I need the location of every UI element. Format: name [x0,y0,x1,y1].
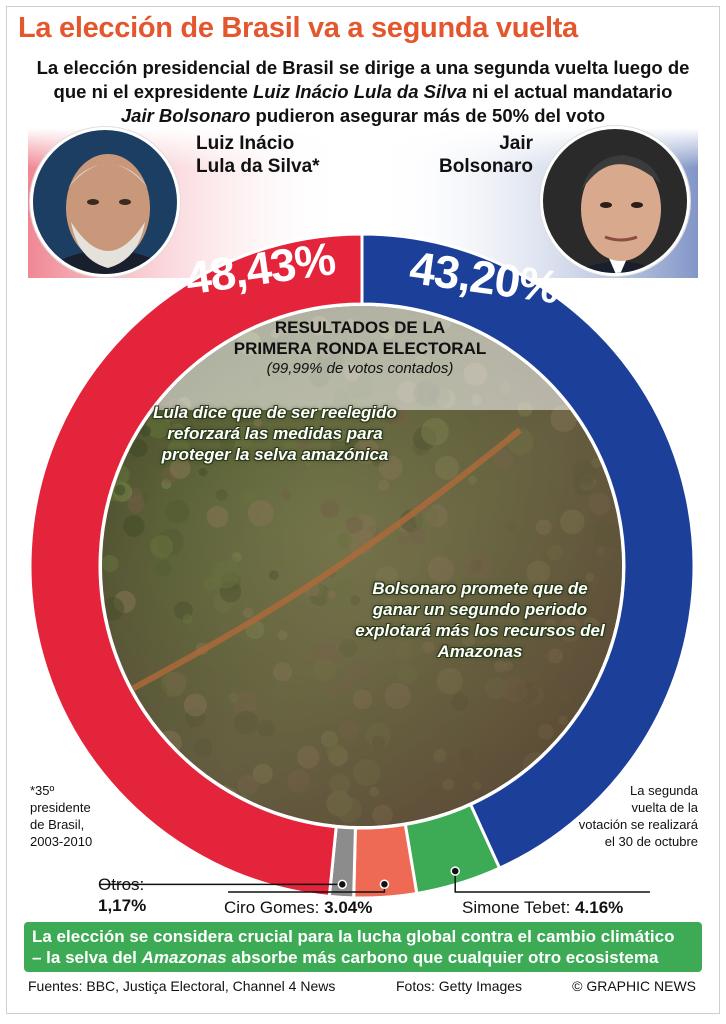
label-otros: Otros: 1,17% [98,875,147,915]
leader-dot-simone [450,866,460,876]
leader-dot-ciro [379,879,390,889]
climate-banner: La elección se considera crucial para la… [24,922,702,972]
slice-luiz-in-cio-lula-da-silva [28,232,364,899]
slice-jair-bolsonaro [360,232,696,871]
photo-credit: Fotos: Getty Images [396,978,523,994]
brand-credit: © GRAPHIC NEWS [572,978,696,994]
lead-line-2: que ni el expresidente Luiz Inácio Lula … [53,81,673,102]
lula-note: Lula dice que de ser reelegido reforzará… [153,403,397,464]
lula-photo [30,127,180,277]
chart-subtitle: (99,99% de votos contados) [266,360,454,377]
lula-name: Luiz Inácio Lula da Silva* [196,133,320,177]
lead-paragraph: La elección presidencial de Brasil se di… [12,56,714,128]
infographic-frame [6,6,720,1014]
label-simone-tebet: Simone Tebet: 4.16% [462,898,624,917]
lula-footnote: *35º presidente de Brasil, 2003-2010 [30,783,93,849]
bolsonaro-name: Jair Bolsonaro [439,133,533,177]
lead-line-1: La elección presidencial de Brasil se di… [36,57,690,78]
bolsonaro-photo [540,126,690,276]
lead-line-3: Jair Bolsonaro pudieron asegurar más de … [120,105,606,126]
sources-credit: Fuentes: BBC, Justiça Electoral, Channel… [28,978,336,994]
label-ciro-gomes: Ciro Gomes: 3.04% [224,898,373,917]
headline: La elección de Brasil va a segunda vuelt… [18,12,578,44]
runoff-date-note: La segunda vuelta de la votación se real… [578,783,698,849]
leader-line-simone [454,871,650,893]
chart-title: RESULTADOS DE LA PRIMERA RONDA ELECTORAL [233,318,487,358]
leader-dot-otros [337,879,348,890]
bolsonaro-note: Bolsonaro promete que de ganar un segund… [355,579,605,661]
